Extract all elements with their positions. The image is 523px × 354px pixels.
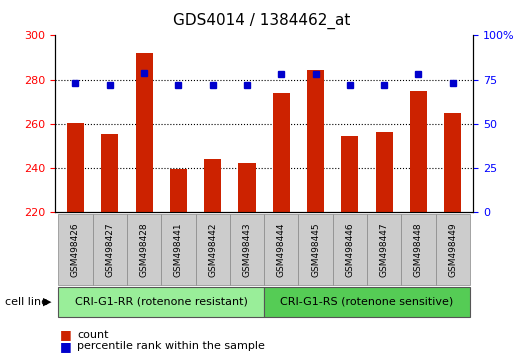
Text: GSM498444: GSM498444	[277, 222, 286, 277]
Text: GSM498428: GSM498428	[140, 222, 149, 277]
Bar	[238, 162, 256, 212]
Text: GSM498445: GSM498445	[311, 222, 320, 277]
Text: GSM498443: GSM498443	[243, 222, 252, 277]
Text: GSM498447: GSM498447	[380, 222, 389, 277]
Bar	[410, 91, 427, 212]
Text: CRI-G1-RS (rotenone sensitive): CRI-G1-RS (rotenone sensitive)	[280, 297, 453, 307]
Bar	[264, 214, 299, 285]
Text: percentile rank within the sample: percentile rank within the sample	[77, 341, 265, 351]
Bar	[67, 123, 84, 212]
Bar	[264, 287, 470, 317]
Text: ■: ■	[60, 328, 72, 341]
Bar	[170, 169, 187, 212]
Bar	[401, 214, 436, 285]
Text: GSM498448: GSM498448	[414, 222, 423, 277]
Text: GSM498441: GSM498441	[174, 222, 183, 277]
Bar	[59, 214, 93, 285]
Bar	[59, 287, 264, 317]
Bar	[444, 113, 461, 212]
Text: GSM498426: GSM498426	[71, 222, 80, 277]
Bar	[436, 214, 470, 285]
Text: ■: ■	[60, 340, 72, 353]
Bar	[204, 159, 221, 212]
Bar	[307, 70, 324, 212]
Text: GSM498449: GSM498449	[448, 222, 457, 277]
Bar	[127, 214, 161, 285]
Text: GSM498442: GSM498442	[208, 222, 217, 277]
Bar	[230, 214, 264, 285]
Bar	[367, 214, 401, 285]
Bar	[101, 134, 118, 212]
Bar	[161, 214, 196, 285]
Bar	[93, 214, 127, 285]
Text: GSM498427: GSM498427	[105, 222, 115, 277]
Bar	[299, 214, 333, 285]
Text: GDS4014 / 1384462_at: GDS4014 / 1384462_at	[173, 12, 350, 29]
Text: CRI-G1-RR (rotenone resistant): CRI-G1-RR (rotenone resistant)	[75, 297, 248, 307]
Bar	[272, 93, 290, 212]
Text: cell line: cell line	[5, 297, 48, 307]
Bar	[135, 53, 153, 212]
Text: count: count	[77, 330, 109, 339]
Bar	[196, 214, 230, 285]
Text: ▶: ▶	[43, 297, 51, 307]
Bar	[342, 136, 358, 212]
Bar	[376, 132, 393, 212]
Bar	[333, 214, 367, 285]
Text: GSM498446: GSM498446	[345, 222, 355, 277]
